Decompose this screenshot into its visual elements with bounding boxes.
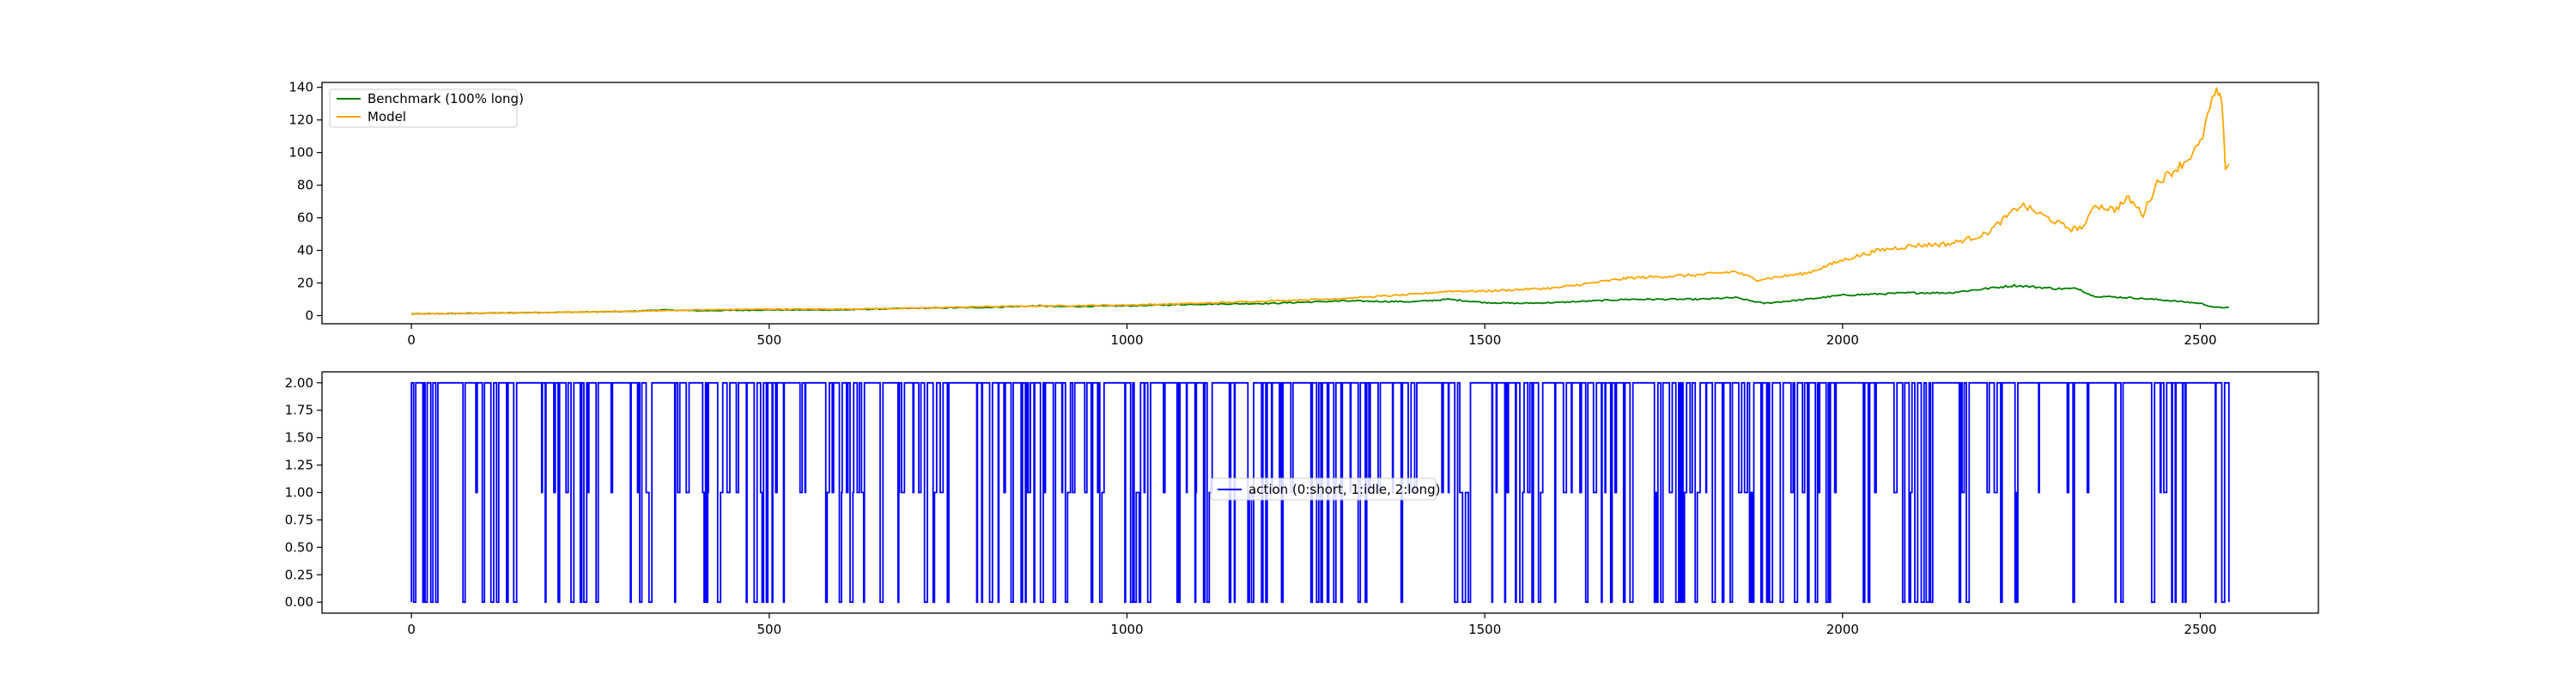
action-y-tick-label: 2.00 <box>285 375 313 391</box>
action-legend: action (0:short, 1:idle, 2:long) <box>1210 477 1441 501</box>
equity-x-ticks: 0 500 1000 1500 2000 2500 <box>407 324 2217 348</box>
model-line <box>411 87 2230 315</box>
equity-y-tick-label: 140 <box>289 80 313 95</box>
equity-x-tick-label: 2000 <box>1826 332 1859 348</box>
equity-axes-frame <box>321 82 2319 325</box>
action-series-lines <box>410 381 2230 604</box>
equity-y-tick-label: 60 <box>297 210 313 226</box>
legend-label-benchmark: Benchmark (100% long) <box>368 91 524 106</box>
equity-x-tick-label: 1000 <box>1110 332 1143 348</box>
action-line <box>410 381 2230 604</box>
equity-y-tick-label: 100 <box>289 145 313 161</box>
equity-axes: 0 500 1000 1500 2000 2500 020406080100120140 … <box>289 80 2319 348</box>
action-y-tick-label: 1.75 <box>285 403 313 418</box>
action-x-tick-label: 2000 <box>1826 622 1859 637</box>
action-x-ticks: 0 500 1000 1500 2000 2500 <box>407 613 2217 637</box>
equity-x-tick-label: 500 <box>757 332 782 348</box>
action-y-tick-label: 0.75 <box>285 512 313 527</box>
action-legend-box <box>1210 477 1437 501</box>
equity-legend: Benchmark (100% long) Model <box>329 88 524 128</box>
legend-label-action: action (0:short, 1:idle, 2:long) <box>1249 482 1441 497</box>
action-y-tick-label: 1.25 <box>285 458 313 473</box>
equity-x-tick-label: 2500 <box>2184 332 2216 348</box>
action-y-tick-label: 1.00 <box>285 485 313 501</box>
equity-y-ticks: 0 20 40 60 80 100 120 140 <box>289 80 322 324</box>
benchmark-line <box>411 283 2229 315</box>
equity-x-tick-label: 0 <box>407 332 416 348</box>
action-y-tick-label: 0.00 <box>285 594 313 610</box>
action-y-ticks: 0.00 0.25 0.50 0.75 1.00 1.25 1.50 1.75 2.00 <box>285 375 322 610</box>
action-x-tick-label: 500 <box>757 622 782 637</box>
equity-x-tick-label: 1500 <box>1468 332 1501 348</box>
action-x-tick-label: 0 <box>407 622 416 637</box>
equity-y-tick-label: 0 <box>305 308 313 324</box>
legend-label-model: Model <box>368 109 406 125</box>
action-axes: 0 500 1000 1500 2000 2500 0.00 0.25 0.50 0.75 1.0… <box>285 371 2319 637</box>
equity-y-tick-label: 20 <box>297 276 313 291</box>
action-y-tick-label: 1.50 <box>285 430 313 446</box>
action-y-tick-label: 0.25 <box>285 567 313 582</box>
equity-y-tick-label: 80 <box>297 178 313 193</box>
action-x-tick-label: 1500 <box>1468 622 1501 637</box>
equity-y-tick-label: 40 <box>297 243 313 258</box>
action-x-tick-label: 2500 <box>2184 622 2216 637</box>
action-x-tick-label: 1000 <box>1110 622 1143 637</box>
equity-y-tick-label: 120 <box>289 112 313 128</box>
equity-legend-box <box>329 88 518 128</box>
action-y-tick-label: 0.50 <box>285 539 313 555</box>
equity-series-lines <box>411 87 2230 315</box>
